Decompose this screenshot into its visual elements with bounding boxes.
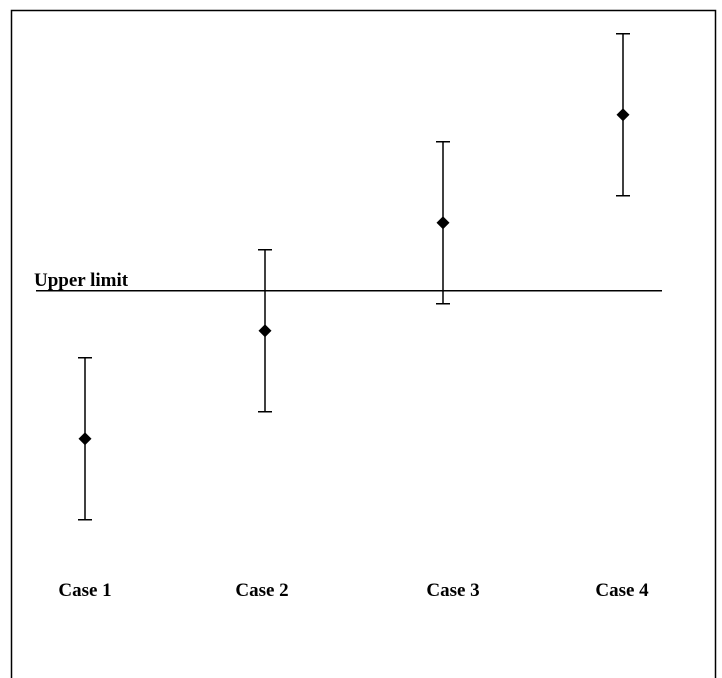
data-point-diamond — [258, 324, 272, 338]
chart-border — [10, 9, 717, 678]
error-bar-3 — [436, 141, 450, 305]
data-point-diamond — [436, 216, 450, 230]
error-bar-4 — [616, 33, 630, 197]
category-label-3: Case 3 — [426, 580, 479, 601]
upper-limit-label: Upper limit — [34, 270, 129, 291]
data-point-diamond — [616, 108, 630, 122]
error-bar-1 — [78, 357, 92, 521]
data-marks — [78, 33, 630, 521]
category-label-2: Case 2 — [235, 580, 288, 601]
category-label-4: Case 4 — [595, 580, 649, 601]
category-label-1: Case 1 — [58, 580, 111, 601]
category-labels: Case 1 Case 2 Case 3 Case 4 — [58, 580, 649, 601]
error-bar-2 — [258, 249, 272, 413]
data-point-diamond — [78, 432, 92, 446]
